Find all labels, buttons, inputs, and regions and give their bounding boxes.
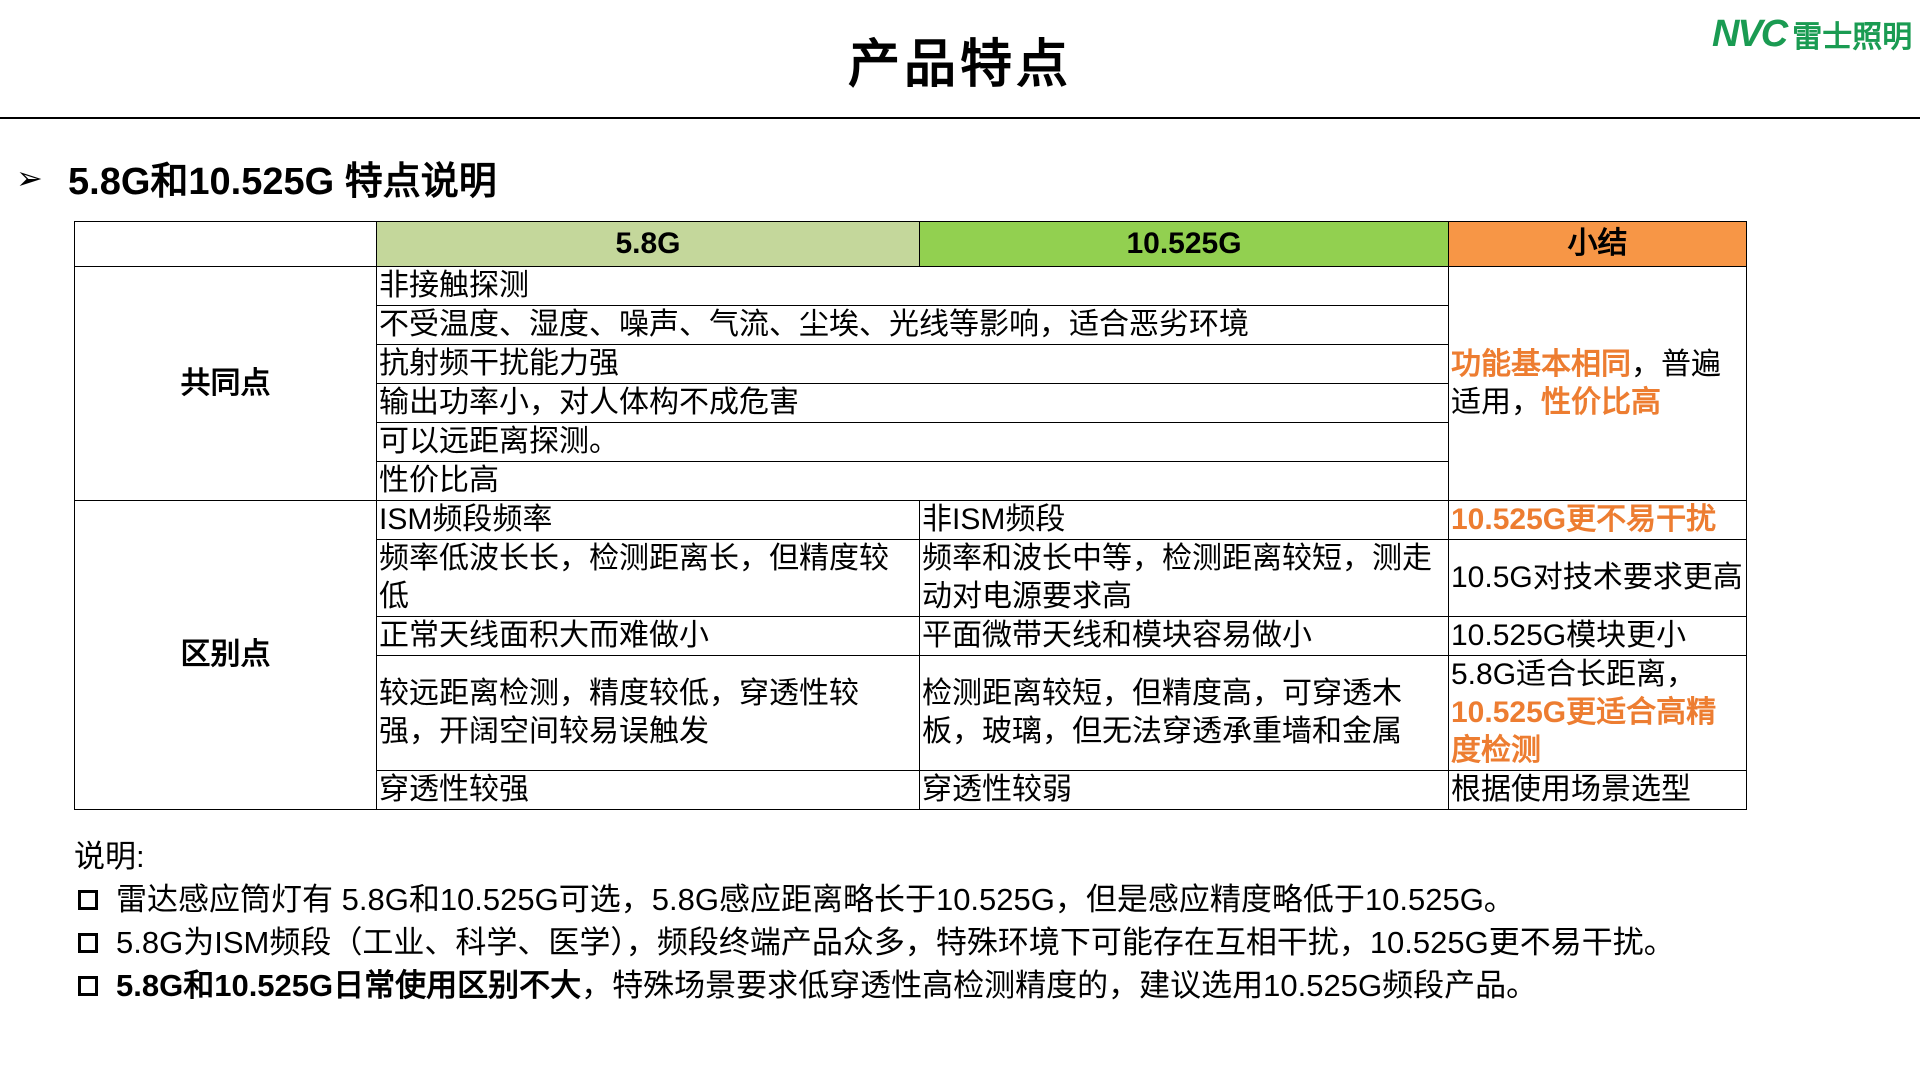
common-cell: 非接触探测 (376, 266, 1449, 306)
logo-mark: NVC (1712, 12, 1788, 55)
header-blank (74, 221, 377, 267)
section-heading-text: 5.8G和10.525G 特点说明 (68, 161, 497, 203)
note-item: 5.8G和10.525G日常使用区别不大，特殊场景要求低穿透性高检测精度的，建议… (74, 964, 1675, 1007)
section-heading: ➢ 5.8G和10.525G 特点说明 (16, 150, 497, 205)
common-cell: 输出功率小，对人体构不成危害 (376, 383, 1449, 423)
table-row: 穿透性较强 穿透性较弱 根据使用场景选型 (75, 770, 1747, 810)
common-cell: 不受温度、湿度、噪声、气流、尘埃、光线等影响，适合恶劣环境 (376, 305, 1449, 345)
common-cell: 可以远距离探测。 (376, 422, 1449, 462)
arrow-bullet-icon: ➢ (16, 159, 43, 196)
diff-10-525g-cell: 频率和波长中等，检测距离较短，测走动对电源要求高 (919, 539, 1449, 617)
note-text: 雷达感应筒灯有 5.8G和10.525G可选，5.8G感应距离略长于10.525… (116, 882, 1515, 917)
summary-text: 5.8G适合长距离， (1451, 658, 1697, 691)
notes-label: 说明: (74, 839, 145, 874)
table-row: 性价比高 (75, 461, 1747, 501)
table-row: 频率低波长长，检测距离长，但精度较低 频率和波长中等，检测距离较短，测走动对电源… (75, 539, 1747, 617)
common-label: 共同点 (74, 266, 377, 501)
header-summary: 小结 (1448, 221, 1747, 267)
table-row: 共同点 非接触探测 功能基本相同，普遍适用，性价比高 (74, 266, 1747, 501)
diff-summary-cell: 5.8G适合长距离， 10.525G更适合高精度检测 (1448, 655, 1747, 771)
common-summary: 功能基本相同，普遍适用，性价比高 (1448, 266, 1747, 501)
common-cell: 性价比高 (376, 461, 1449, 501)
diff-5-8g-cell: 穿透性较强 (376, 770, 920, 810)
diff-5-8g-cell: 较远距离检测，精度较低，穿透性较强，开阔空间较易误触发 (376, 655, 920, 771)
table-row: 正常天线面积大而难做小 平面微带天线和模块容易做小 10.525G模块更小 (75, 616, 1747, 656)
diff-10-525g-cell: 检测距离较短，但精度高，可穿透木板，玻璃，但无法穿透承重墙和金属 (919, 655, 1449, 771)
header-10-525g: 10.525G (919, 221, 1449, 267)
table-row: 输出功率小，对人体构不成危害 (75, 383, 1747, 423)
page-title: 产品特点 (847, 36, 1072, 94)
diff-10-525g-cell: 平面微带天线和模块容易做小 (919, 616, 1449, 656)
diff-10-525g-cell: 穿透性较弱 (919, 770, 1449, 810)
note-item: 5.8G为ISM频段（工业、科学、医学），频段终端产品众多，特殊环境下可能存在互… (74, 921, 1675, 964)
header-5-8g: 5.8G (376, 221, 920, 267)
square-bullet-icon (78, 932, 98, 953)
note-bold: 5.8G和10.525G日常使用区别不大 (116, 968, 582, 1003)
summary-highlight: 10.525G更适合高精度检测 (1451, 696, 1717, 767)
table-header-row: 5.8G 10.525G 小结 (74, 221, 1747, 267)
notes: 说明: 雷达感应筒灯有 5.8G和10.525G可选，5.8G感应距离略长于10… (74, 835, 1675, 1007)
summary-highlight: 功能基本相同 (1451, 347, 1631, 381)
square-bullet-icon (78, 975, 98, 996)
table-row: 不受温度、湿度、噪声、气流、尘埃、光线等影响，适合恶劣环境 (75, 305, 1747, 345)
title-divider (0, 117, 1920, 119)
square-bullet-icon (78, 889, 98, 910)
diff-summary-cell: 根据使用场景选型 (1448, 770, 1747, 810)
note-item: 雷达感应筒灯有 5.8G和10.525G可选，5.8G感应距离略长于10.525… (74, 878, 1675, 921)
diff-5-8g-cell: ISM频段频率 (376, 500, 920, 540)
comparison-table: 5.8G 10.525G 小结 共同点 非接触探测 功能基本相同，普遍适用，性价… (74, 221, 1747, 810)
note-text: ，特殊场景要求低穿透性高检测精度的，建议选用10.525G频段产品。 (581, 968, 1538, 1003)
table-row: 抗射频干扰能力强 (75, 344, 1747, 384)
diff-label: 区别点 (74, 500, 377, 810)
note-text: 5.8G为ISM频段（工业、科学、医学），频段终端产品众多，特殊环境下可能存在互… (116, 925, 1675, 960)
diff-5-8g-cell: 正常天线面积大而难做小 (376, 616, 920, 656)
table-row: 区别点 ISM频段频率 非ISM频段 10.525G更不易干扰 (74, 500, 1747, 810)
diff-5-8g-cell: 频率低波长长，检测距离长，但精度较低 (376, 539, 920, 617)
common-cell: 抗射频干扰能力强 (376, 344, 1449, 384)
summary-text: ，普遍适用， (1451, 347, 1721, 419)
diff-10-525g-cell: 非ISM频段 (919, 500, 1449, 540)
diff-summary-cell: 10.5G对技术要求更高 (1448, 539, 1747, 617)
diff-summary-cell: 10.525G更不易干扰 (1448, 500, 1747, 540)
table-row: 较远距离检测，精度较低，穿透性较强，开阔空间较易误触发 检测距离较短，但精度高，… (75, 655, 1747, 771)
diff-summary-cell: 10.525G模块更小 (1448, 616, 1747, 656)
nvc-logo: NVC 雷士照明 (1712, 12, 1912, 56)
summary-highlight: 性价比高 (1541, 385, 1661, 419)
logo-name: 雷士照明 (1792, 21, 1913, 54)
